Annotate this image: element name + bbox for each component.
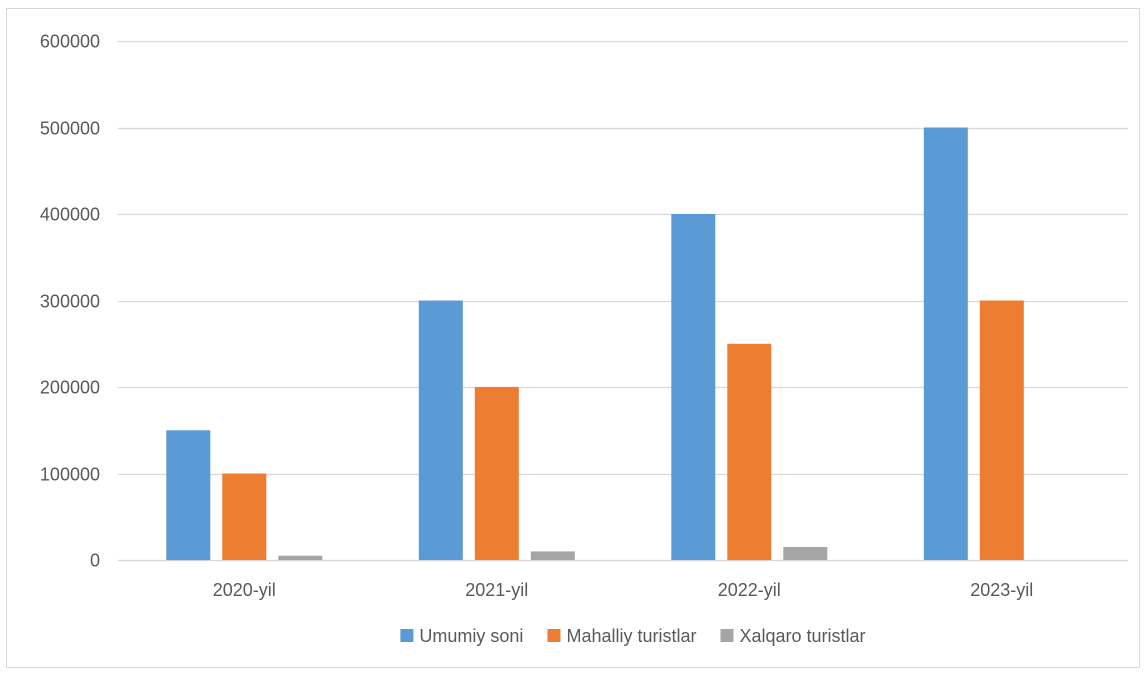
legend-label: Xalqaro turistlar	[740, 626, 866, 646]
x-tick-label: 2020-yil	[213, 580, 276, 600]
x-tick-label: 2021-yil	[465, 580, 528, 600]
bar-mahalliy-turistlar	[979, 300, 1024, 560]
legend-swatch	[547, 629, 561, 642]
bar-umumiy-soni	[418, 300, 463, 560]
y-tick-label: 500000	[40, 119, 100, 139]
legend: Umumiy soni Mahalliy turistlar Xalqaro tur…	[400, 626, 866, 646]
bar-umumiy-soni	[923, 127, 968, 560]
legend-swatch	[400, 629, 414, 642]
y-tick-label: 100000	[40, 465, 100, 485]
bar-umumiy-soni	[671, 214, 716, 560]
legend-label: Mahalliy turistlar	[567, 626, 697, 646]
legend-label: Umumiy soni	[419, 626, 523, 646]
x-axis-ticks: 2020-yil 2021-yil 2022-yil 2023-yil	[213, 580, 1034, 600]
bar-xalqaro-turistlar	[530, 551, 575, 560]
legend-swatch	[720, 629, 734, 642]
bar-umumiy-soni	[166, 430, 211, 561]
bar-mahalliy-turistlar	[474, 387, 519, 560]
gridlines	[118, 40, 1128, 562]
x-tick-label: 2022-yil	[718, 580, 781, 600]
x-tick-label: 2023-yil	[970, 580, 1033, 600]
bar-mahalliy-turistlar	[727, 343, 772, 561]
bars	[166, 127, 1024, 561]
bar-xalqaro-turistlar	[278, 555, 323, 560]
y-tick-label: 0	[90, 551, 100, 571]
y-tick-label: 200000	[40, 378, 100, 398]
bar-xalqaro-turistlar	[783, 547, 828, 560]
y-tick-label: 400000	[40, 205, 100, 225]
bar-mahalliy-turistlar	[222, 473, 267, 560]
y-axis-ticks: 0 100000 200000 300000 400000 500000 600000	[40, 32, 100, 571]
y-tick-label: 600000	[40, 32, 100, 52]
y-tick-label: 300000	[40, 292, 100, 312]
